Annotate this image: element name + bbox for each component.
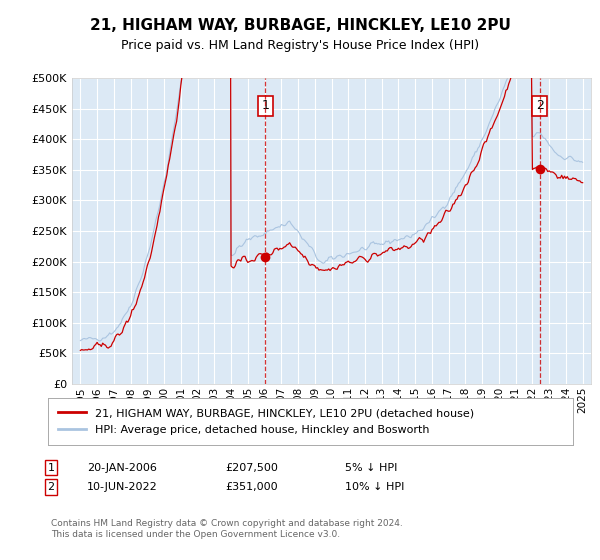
Text: Contains HM Land Registry data © Crown copyright and database right 2024.
This d: Contains HM Land Registry data © Crown c… xyxy=(51,520,403,539)
Text: 21, HIGHAM WAY, BURBAGE, HINCKLEY, LE10 2PU: 21, HIGHAM WAY, BURBAGE, HINCKLEY, LE10 … xyxy=(89,18,511,32)
Text: 10% ↓ HPI: 10% ↓ HPI xyxy=(345,482,404,492)
Text: 1: 1 xyxy=(47,463,55,473)
Text: 5% ↓ HPI: 5% ↓ HPI xyxy=(345,463,397,473)
Text: £351,000: £351,000 xyxy=(225,482,278,492)
Legend: 21, HIGHAM WAY, BURBAGE, HINCKLEY, LE10 2PU (detached house), HPI: Average price: 21, HIGHAM WAY, BURBAGE, HINCKLEY, LE10 … xyxy=(53,403,478,440)
Text: 1: 1 xyxy=(262,99,269,113)
Text: 2: 2 xyxy=(47,482,55,492)
Text: £207,500: £207,500 xyxy=(225,463,278,473)
Text: 2: 2 xyxy=(536,99,544,113)
Text: 20-JAN-2006: 20-JAN-2006 xyxy=(87,463,157,473)
Text: Price paid vs. HM Land Registry's House Price Index (HPI): Price paid vs. HM Land Registry's House … xyxy=(121,39,479,53)
Text: 10-JUN-2022: 10-JUN-2022 xyxy=(87,482,158,492)
